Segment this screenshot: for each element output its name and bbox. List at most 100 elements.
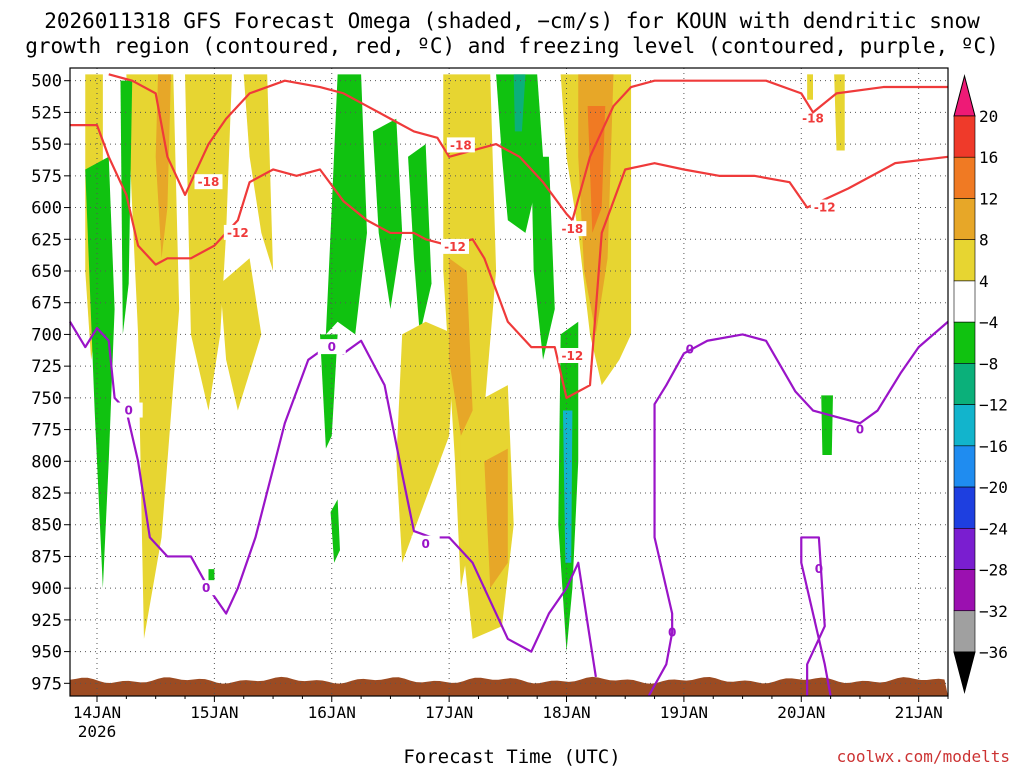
contour-label-bg-3-3 [411, 535, 440, 551]
omega-region-27 [807, 74, 814, 100]
omega-region-2 [185, 74, 232, 411]
contour-label-2-1: -12 [444, 240, 466, 254]
contour-label-0-1: -18 [450, 138, 472, 152]
chart-title-line2: growth region (contoured, red, ºC) and f… [25, 34, 999, 58]
omega-region-12 [396, 321, 456, 563]
contour-label-3-0: 0 [125, 404, 133, 418]
omega-region-25 [821, 395, 833, 455]
colorbar-bin-2 [953, 156, 976, 199]
omega-region-22 [587, 106, 606, 233]
contour-label-0-0: -18 [198, 175, 220, 189]
y-tick-label-850: 850 [31, 516, 62, 536]
omega-region-3 [243, 74, 274, 271]
y-tick-label-950: 950 [31, 643, 62, 663]
omega-region-11 [320, 334, 338, 449]
y-tick-label-550: 550 [31, 135, 62, 155]
colorbar-label-2: 12 [979, 189, 998, 208]
omega-region-10 [408, 144, 432, 335]
x-tick-label-20JAN: 20JAN [777, 703, 825, 722]
x-tick-label-18JAN: 18JAN [542, 703, 590, 722]
contour-label-2-0: -12 [227, 226, 249, 240]
contour-label-bg-0-0 [194, 174, 223, 190]
contour-line-1 [571, 79, 948, 221]
contour-label-bg-3-2 [317, 339, 346, 355]
contour-label-3-2: 0 [328, 340, 336, 354]
omega-region-1 [126, 74, 180, 639]
x-axis-title: Forecast Time (UTC) [403, 746, 621, 768]
omega-region-19 [513, 74, 526, 132]
colorbar-label-11: −28 [979, 561, 1008, 580]
ground-fill [70, 676, 948, 696]
contour-label-2-3: -12 [814, 201, 836, 215]
colorbar-bin-13 [953, 610, 976, 653]
credit-link[interactable]: coolwx.com/modelts [836, 747, 1010, 766]
colorbar-bottom-tip [953, 651, 976, 694]
plot-frame [69, 67, 949, 697]
colorbar-bin-9 [953, 445, 976, 488]
y-tick-label-800: 800 [31, 452, 62, 472]
contour-label-bg-2-0 [223, 224, 252, 240]
contour-label-3-1: 0 [202, 581, 210, 595]
y-tick-label-825: 825 [31, 484, 62, 504]
contour-label-0-3: -18 [802, 112, 824, 126]
y-tick-label-725: 725 [31, 357, 62, 377]
omega-region-5 [155, 74, 171, 259]
contour-label-bg-3-1 [192, 580, 221, 596]
y-tick-label-625: 625 [31, 230, 62, 250]
contour-label-0-2: -18 [562, 222, 584, 236]
contour-label-bg-0-2 [558, 221, 587, 237]
x-tick-label-15JAN: 15JAN [190, 703, 238, 722]
omega-region-18 [531, 156, 555, 360]
colorbar-bin-5 [953, 280, 976, 323]
colorbar-label-3: 8 [979, 231, 989, 250]
contour-label-bg-0-3 [799, 110, 828, 126]
y-tick-label-900: 900 [31, 579, 62, 599]
contour-label-3-3: 0 [421, 537, 429, 551]
x-tick-label-19JAN: 19JAN [660, 703, 708, 722]
contour-line-0 [108, 73, 574, 221]
omega-region-9 [372, 118, 403, 310]
x-tick-label-14JAN: 14JAN [73, 703, 121, 722]
contour-label-2-2: -12 [562, 349, 584, 363]
colorbar-label-13: −36 [979, 643, 1008, 662]
pressure-axis: 500 525 550 575 600 625 650 675 700 725 750 775 800 8… [31, 72, 70, 694]
contour-label-bg-3-7 [804, 561, 833, 577]
x-tick-label-21JAN: 21JAN [895, 703, 943, 722]
colorbar-label-10: −24 [979, 519, 1008, 538]
y-tick-label-500: 500 [31, 72, 62, 92]
colorbar-label-12: −32 [979, 602, 1008, 621]
x-tick-label-17JAN: 17JAN [425, 703, 473, 722]
contour-label-bg-3-0 [114, 402, 143, 418]
contour-label-3-7: 0 [815, 562, 823, 576]
y-tick-label-925: 925 [31, 611, 62, 631]
colorbar-top-tip [953, 74, 976, 117]
contour-label-3-6: 0 [856, 423, 864, 437]
omega-region-6 [85, 156, 115, 589]
omega-region-16 [484, 448, 508, 589]
y-tick-label-575: 575 [31, 167, 62, 187]
colorbar-bin-8 [953, 404, 976, 447]
x-tick-label-16JAN: 16JAN [308, 703, 356, 722]
contour-label-bg-3-6 [845, 421, 874, 437]
y-tick-label-675: 675 [31, 294, 62, 314]
y-tick-label-975: 975 [31, 674, 62, 694]
colorbar-label-0: 20 [979, 107, 998, 126]
y-tick-label-700: 700 [31, 325, 62, 345]
y-tick-label-875: 875 [31, 547, 62, 567]
y-tick-label-600: 600 [31, 199, 62, 219]
contour-line-2 [70, 123, 949, 399]
chart-title-line1: 2026011318 GFS Forecast Omega (shaded, −… [44, 9, 980, 33]
omega-region-13 [443, 74, 497, 589]
colorbar-label-8: −16 [979, 437, 1008, 456]
contour-label-bg-2-2 [558, 347, 587, 363]
y-tick-label-650: 650 [31, 262, 62, 282]
y-tick-label-750: 750 [31, 389, 62, 409]
omega-shaded-regions [85, 74, 845, 652]
colorbar-label-4: 4 [979, 272, 989, 291]
colorbar-bin-1 [953, 115, 976, 158]
colorbar: 20 16 12 8 4 −4 −8 −12 −16 −20 −24 −28 −32 −36 [953, 74, 1008, 694]
colorbar-bin-6 [953, 321, 976, 364]
ground-terrain [70, 676, 948, 696]
